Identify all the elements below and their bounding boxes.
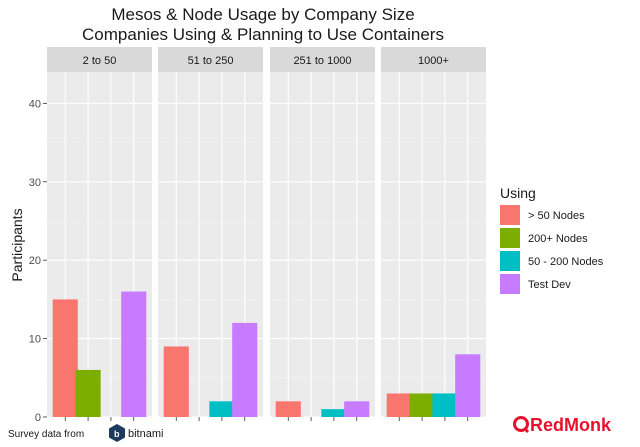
bitnami-logo: b bitnami	[109, 424, 163, 442]
bitnami-logo-glyph: b	[114, 429, 120, 439]
facet-panel: 1000+	[381, 47, 486, 421]
facet-strip	[47, 47, 152, 72]
facet-label: 1000+	[418, 55, 449, 67]
bitnami-logo-icon	[109, 424, 125, 442]
facet-strip	[270, 47, 375, 72]
bar	[409, 393, 435, 417]
chart-title: Mesos & Node Usage by Company Size	[111, 5, 414, 24]
redmonk-logo: RedMonk	[513, 415, 612, 435]
bitnami-logo-text: bitnami	[128, 428, 163, 440]
redmonk-logo-icon	[513, 416, 529, 432]
redmonk-logo-text: RedMonk	[530, 415, 612, 435]
facet-panels: 2 to 50 51 to 250 251 to 1000 1000+	[47, 47, 486, 421]
bar	[232, 322, 258, 417]
bar	[275, 401, 301, 417]
facet-label: 51 to 250	[188, 55, 234, 67]
bar	[52, 299, 78, 417]
y-tick-label: 30	[29, 177, 41, 189]
redmonk-logo-tail	[522, 426, 530, 434]
bar	[344, 401, 370, 417]
y-tick-label: 40	[29, 98, 41, 110]
bar	[121, 291, 147, 417]
legend-label: 200+ Nodes	[528, 233, 588, 245]
y-tick-label: 20	[29, 255, 41, 267]
legend-label: Test Dev	[528, 279, 571, 291]
panel-background	[270, 72, 375, 417]
y-tick-label: 10	[29, 334, 41, 346]
legend-title: Using	[500, 185, 536, 201]
bar	[455, 354, 481, 417]
legend-key	[500, 228, 520, 248]
chart-subtitle: Companies Using & Planning to Use Contai…	[82, 25, 444, 44]
legend-key	[500, 205, 520, 225]
legend-key	[500, 251, 520, 271]
legend-label: 50 - 200 Nodes	[528, 256, 604, 268]
facet-label: 2 to 50	[83, 55, 117, 67]
bar	[163, 346, 189, 417]
legend-label: > 50 Nodes	[528, 210, 585, 222]
facet-label: 251 to 1000	[293, 55, 351, 67]
y-tick-label: 0	[35, 412, 41, 424]
facet-panel: 251 to 1000	[270, 47, 375, 421]
bar	[432, 393, 458, 417]
survey-credit-text: Survey data from	[8, 429, 84, 440]
facet-strip	[381, 47, 486, 72]
y-axis: 0 10 20 30 40	[29, 98, 47, 424]
facet-panel: 51 to 250	[158, 47, 263, 421]
footer: Survey data from b bitnami RedMonk	[8, 415, 612, 442]
legend-key	[500, 274, 520, 294]
bar	[75, 369, 101, 417]
bar	[386, 393, 412, 417]
y-axis-title: Participants	[9, 208, 25, 281]
facet-panel: 2 to 50	[47, 47, 152, 421]
legend: Using > 50 Nodes 200+ Nodes 50 - 200 Nodes…	[500, 185, 604, 294]
bar	[321, 409, 347, 417]
facet-strip	[158, 47, 263, 72]
bar	[209, 401, 235, 417]
